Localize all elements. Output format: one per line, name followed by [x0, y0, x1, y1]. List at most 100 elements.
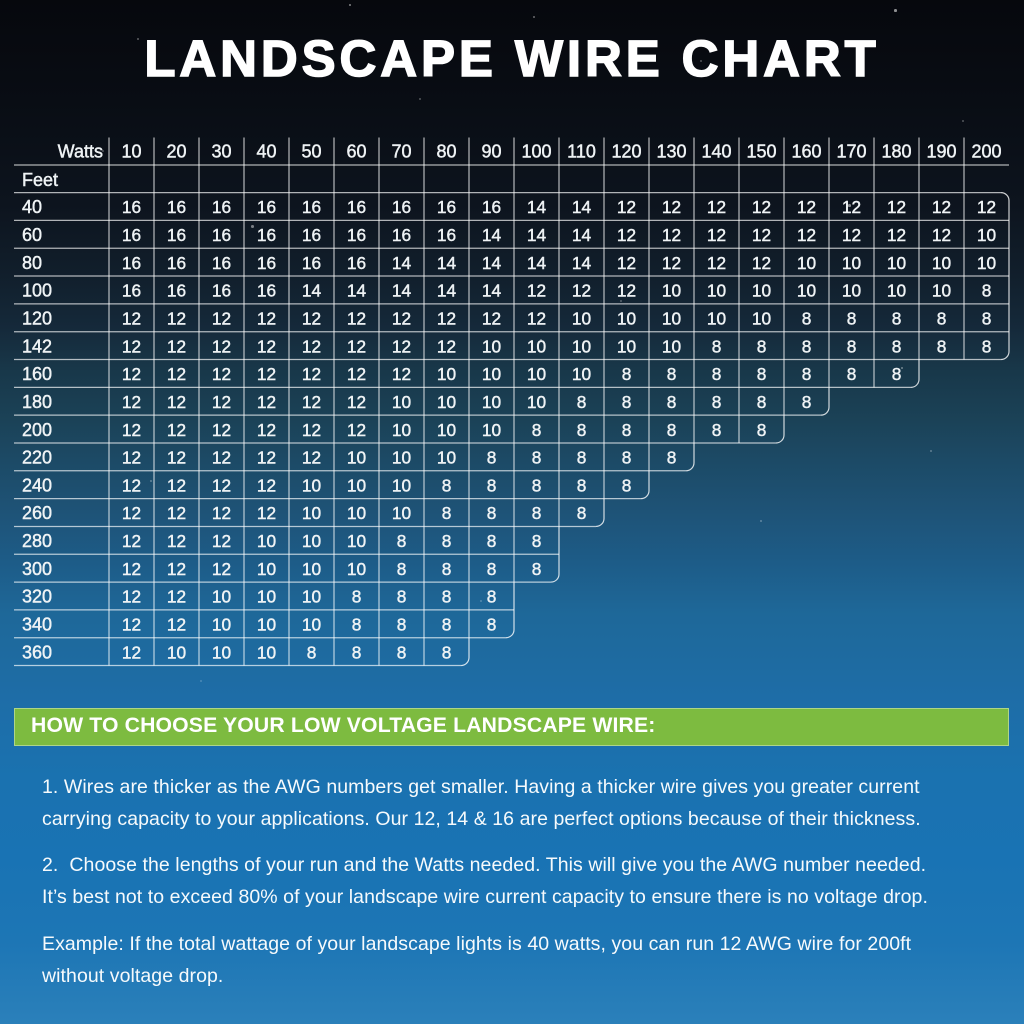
svg-text:12: 12: [122, 642, 141, 662]
svg-text:12: 12: [302, 420, 321, 440]
svg-text:8: 8: [937, 308, 947, 328]
svg-text:12: 12: [842, 197, 861, 217]
svg-text:12: 12: [122, 308, 141, 328]
svg-text:100: 100: [22, 281, 52, 301]
svg-text:16: 16: [257, 197, 276, 217]
svg-text:10: 10: [752, 308, 771, 328]
svg-text:12: 12: [437, 336, 456, 356]
svg-text:14: 14: [392, 253, 412, 273]
svg-text:16: 16: [302, 253, 321, 273]
svg-text:16: 16: [347, 225, 366, 245]
svg-text:16: 16: [392, 225, 411, 245]
svg-text:12: 12: [392, 336, 411, 356]
svg-text:12: 12: [662, 225, 681, 245]
svg-text:8: 8: [712, 420, 722, 440]
svg-text:8: 8: [892, 308, 902, 328]
svg-text:10: 10: [662, 308, 681, 328]
svg-text:8: 8: [307, 642, 317, 662]
svg-text:8: 8: [712, 392, 722, 412]
svg-text:16: 16: [212, 253, 231, 273]
svg-text:14: 14: [527, 253, 547, 273]
svg-text:12: 12: [797, 225, 816, 245]
svg-text:14: 14: [527, 197, 547, 217]
svg-text:10: 10: [302, 503, 321, 523]
svg-text:8: 8: [577, 420, 587, 440]
svg-text:12: 12: [167, 559, 186, 579]
svg-text:14: 14: [527, 225, 547, 245]
svg-text:10: 10: [572, 336, 591, 356]
svg-text:10: 10: [527, 336, 546, 356]
svg-text:10: 10: [212, 642, 231, 662]
svg-text:8: 8: [442, 615, 452, 635]
svg-text:120: 120: [22, 308, 52, 328]
svg-text:12: 12: [212, 503, 231, 523]
svg-text:16: 16: [437, 225, 456, 245]
svg-text:12: 12: [392, 364, 411, 384]
svg-text:8: 8: [532, 531, 542, 551]
svg-text:12: 12: [797, 197, 816, 217]
svg-text:12: 12: [257, 336, 276, 356]
svg-text:10: 10: [932, 281, 951, 301]
svg-text:12: 12: [392, 308, 411, 328]
svg-text:12: 12: [302, 392, 321, 412]
svg-text:12: 12: [527, 308, 546, 328]
svg-text:30: 30: [211, 142, 231, 162]
svg-text:14: 14: [302, 281, 322, 301]
svg-text:130: 130: [656, 142, 686, 162]
svg-text:14: 14: [482, 225, 502, 245]
svg-text:12: 12: [122, 559, 141, 579]
svg-text:12: 12: [347, 336, 366, 356]
svg-text:60: 60: [22, 225, 42, 245]
svg-text:12: 12: [662, 253, 681, 273]
svg-text:12: 12: [932, 225, 951, 245]
svg-text:12: 12: [302, 308, 321, 328]
svg-text:10: 10: [482, 392, 501, 412]
svg-text:12: 12: [122, 364, 141, 384]
svg-text:12: 12: [662, 197, 681, 217]
svg-text:10: 10: [797, 253, 816, 273]
svg-text:160: 160: [22, 364, 52, 384]
svg-text:12: 12: [257, 364, 276, 384]
svg-text:8: 8: [892, 336, 902, 356]
svg-text:8: 8: [487, 475, 497, 495]
svg-text:16: 16: [392, 197, 411, 217]
svg-text:8: 8: [532, 420, 542, 440]
svg-text:12: 12: [707, 225, 726, 245]
svg-text:10: 10: [437, 364, 456, 384]
svg-text:10: 10: [392, 475, 411, 495]
svg-text:16: 16: [122, 253, 141, 273]
svg-text:12: 12: [482, 308, 501, 328]
svg-text:12: 12: [167, 420, 186, 440]
svg-text:10: 10: [257, 642, 276, 662]
svg-text:8: 8: [487, 503, 497, 523]
svg-text:14: 14: [572, 253, 592, 273]
svg-text:12: 12: [257, 308, 276, 328]
svg-text:16: 16: [347, 197, 366, 217]
svg-text:8: 8: [622, 420, 632, 440]
svg-text:12: 12: [257, 392, 276, 412]
svg-text:12: 12: [302, 336, 321, 356]
svg-text:10: 10: [302, 587, 321, 607]
svg-text:10: 10: [167, 642, 186, 662]
svg-text:16: 16: [302, 197, 321, 217]
svg-text:10: 10: [302, 475, 321, 495]
svg-text:10: 10: [482, 364, 501, 384]
svg-text:8: 8: [532, 503, 542, 523]
svg-text:8: 8: [712, 364, 722, 384]
svg-text:12: 12: [347, 308, 366, 328]
svg-text:12: 12: [707, 253, 726, 273]
svg-text:12: 12: [122, 531, 141, 551]
svg-text:12: 12: [257, 503, 276, 523]
svg-text:200: 200: [22, 420, 52, 440]
svg-text:12: 12: [977, 197, 996, 217]
svg-text:10: 10: [572, 364, 591, 384]
svg-text:14: 14: [572, 225, 592, 245]
svg-text:12: 12: [257, 475, 276, 495]
svg-text:8: 8: [577, 503, 587, 523]
svg-text:10: 10: [887, 253, 906, 273]
svg-text:8: 8: [532, 475, 542, 495]
svg-text:8: 8: [397, 642, 407, 662]
svg-text:260: 260: [22, 503, 52, 523]
svg-text:12: 12: [617, 225, 636, 245]
svg-text:8: 8: [622, 448, 632, 468]
